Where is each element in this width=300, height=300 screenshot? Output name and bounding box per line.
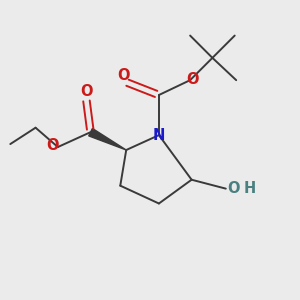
Text: O: O	[117, 68, 130, 83]
Text: O: O	[80, 84, 92, 99]
Text: N: N	[153, 128, 165, 142]
Text: O: O	[227, 181, 240, 196]
Text: O: O	[186, 72, 199, 87]
Text: O: O	[46, 138, 59, 153]
Text: H: H	[244, 181, 256, 196]
Polygon shape	[89, 128, 126, 150]
